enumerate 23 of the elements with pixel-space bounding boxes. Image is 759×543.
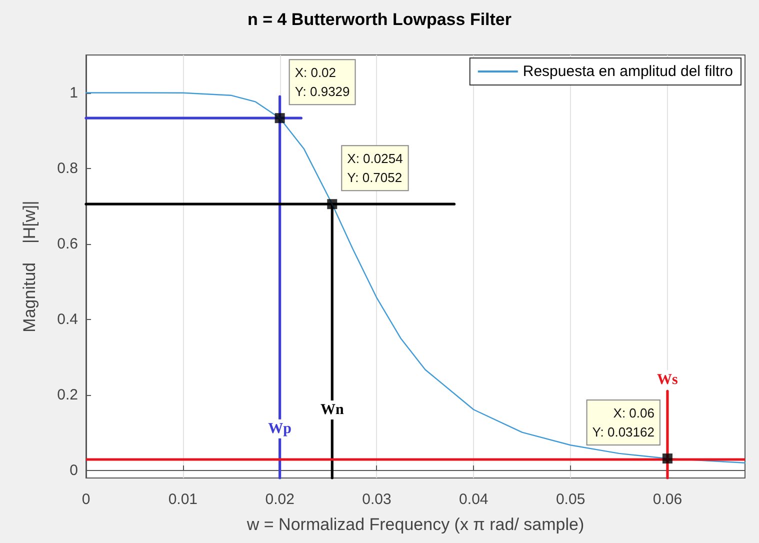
x-tick-label: 0.05 [556,491,586,508]
x-tick-label: 0.06 [652,491,682,508]
annotation: Wp [268,420,292,437]
y-tick-label: 1 [70,84,78,102]
y-tick-label: 0 [70,462,78,479]
y-axis-title: Magnitud |H[w]| [20,200,39,332]
y-tick-label: 0.4 [57,310,78,328]
x-axis-title: w = Normalizad Frequency (x π rad/ sample) [246,515,584,534]
annotation: X: 0.06 Y: 0.03162 [592,406,654,440]
x-tick-label: 0.03 [362,491,392,508]
annotation: X: 0.0254 Y: 0.7052 [347,151,403,186]
annotation: Ws [657,372,678,388]
y-tick-label: 0.8 [57,160,78,177]
x-tick-label: 0 [82,491,90,508]
x-tick-label: 0.04 [459,491,488,508]
legend-label: Respuesta en amplitud del filtro [522,63,734,80]
y-tick-label: 0.2 [57,386,78,404]
annotation: X: 0.02 Y: 0.9329 [294,65,350,100]
annotation: Wn [320,402,344,418]
chart-title: n = 4 Butterworth Lowpass Filter [247,10,512,29]
x-tick-label: 0.02 [265,491,294,508]
y-tick-label: 0.6 [57,235,78,252]
x-tick-label: 0.01 [168,491,198,508]
